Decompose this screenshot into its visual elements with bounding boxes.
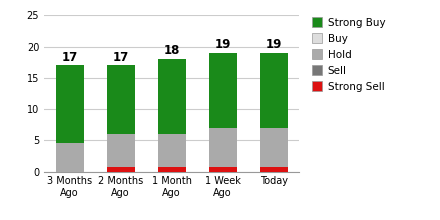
Text: 18: 18: [163, 44, 180, 57]
Bar: [158, 167, 186, 172]
Bar: [260, 128, 288, 167]
Text: 17: 17: [62, 51, 78, 64]
Bar: [55, 65, 84, 143]
Text: 19: 19: [214, 38, 231, 51]
Bar: [260, 167, 288, 172]
Text: 17: 17: [113, 51, 129, 64]
Bar: [55, 143, 84, 172]
Bar: [260, 53, 288, 128]
Bar: [106, 65, 135, 134]
Legend: Strong Buy, Buy, Hold, Sell, Strong Sell: Strong Buy, Buy, Hold, Sell, Strong Sell: [312, 17, 385, 92]
Bar: [209, 167, 237, 172]
Text: 19: 19: [265, 38, 282, 51]
Bar: [158, 134, 186, 167]
Bar: [106, 134, 135, 167]
Bar: [158, 59, 186, 134]
Bar: [209, 53, 237, 128]
Bar: [209, 128, 237, 167]
Bar: [106, 167, 135, 172]
